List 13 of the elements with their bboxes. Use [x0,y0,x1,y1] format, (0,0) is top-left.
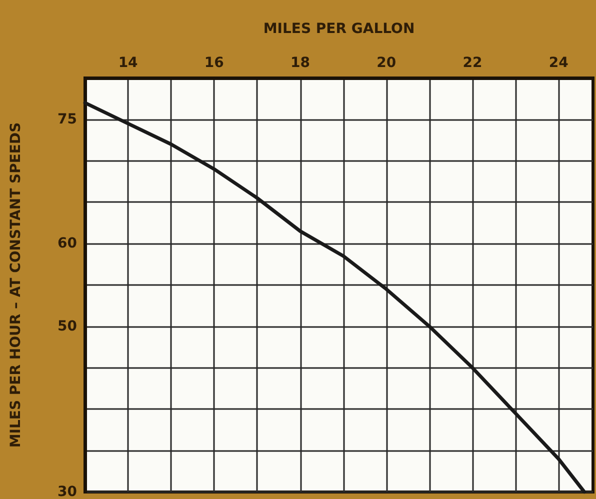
x-tick-label: 22 [462,55,482,71]
y-tick-label: 60 [58,236,78,252]
x-axis-title: MILES PER GALLON [263,21,415,37]
x-tick-label: 16 [204,55,224,71]
y-tick-label: 75 [58,111,77,128]
y-tick-label: 50 [58,318,78,334]
line-series [83,101,586,494]
y-axis-title: MILES PER HOUR – AT CONSTANT SPEEDS [8,122,24,448]
x-tick-label: 14 [118,55,138,71]
x-tick-label: 24 [548,55,569,71]
x-tick-label: 18 [290,55,310,71]
x-tick-label: 20 [376,55,396,71]
y-tick-label: 30 [58,484,78,499]
